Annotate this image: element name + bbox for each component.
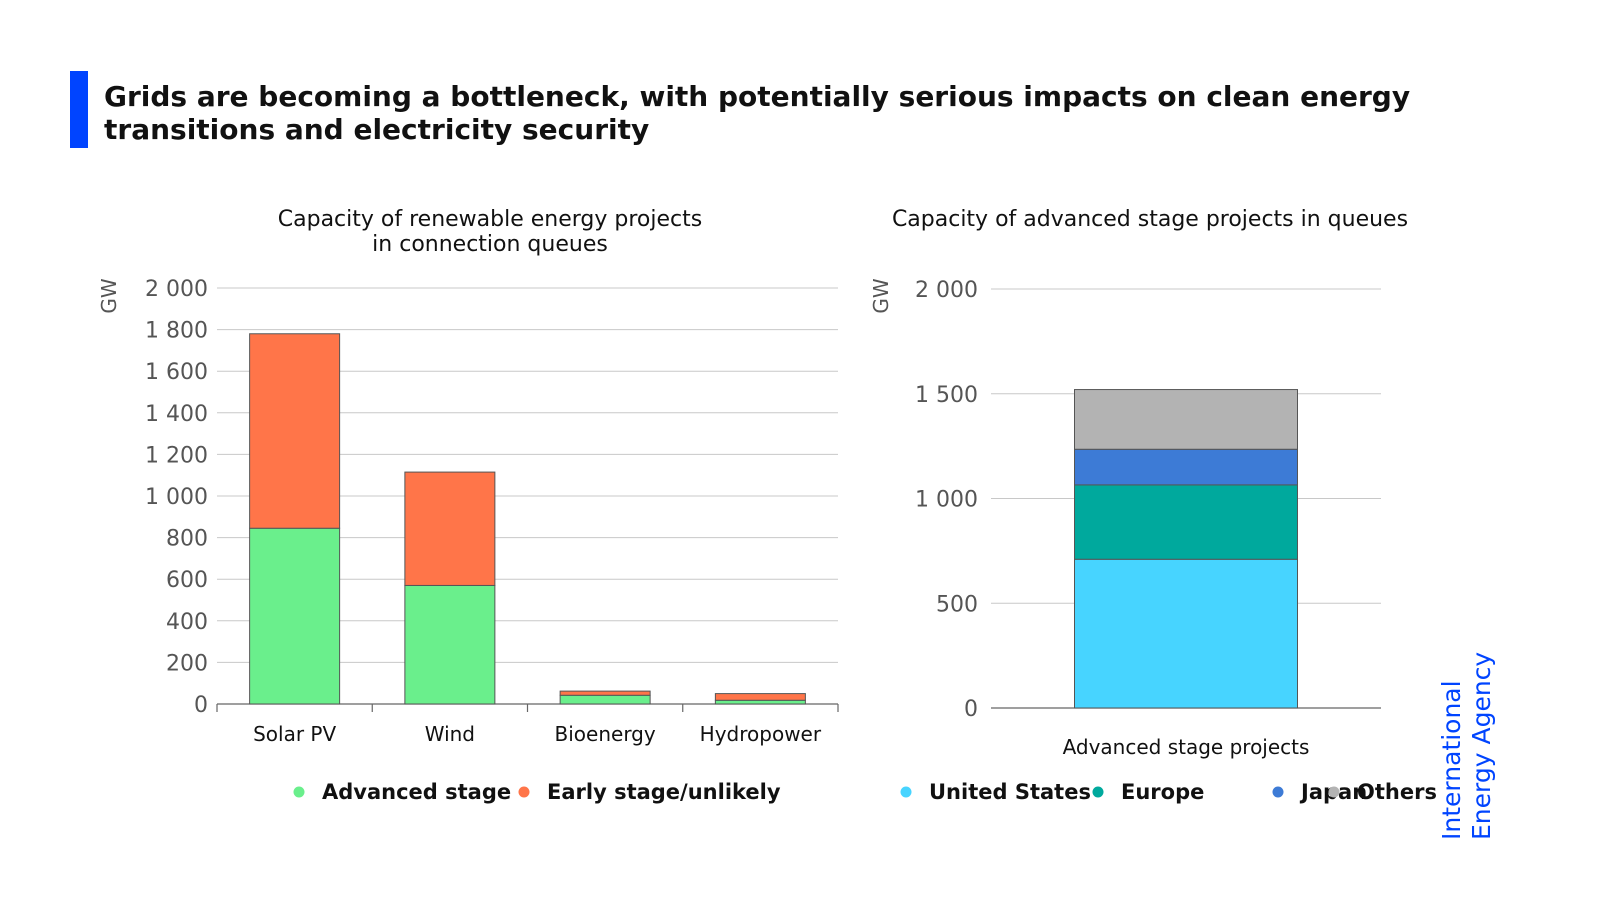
chart-2-bar-advanced-stage-projects-japan	[1074, 448, 1298, 486]
chart-1-y-tick-label: 200	[166, 651, 208, 676]
chart-1-y-tick-label: 800	[166, 527, 208, 552]
chart-1-x-category-label: Hydropower	[700, 722, 822, 746]
chart-1-legend-label: Early stage/unlikely	[547, 780, 781, 804]
chart-2-y-axis-label: GW	[869, 278, 893, 313]
chart-1-x-category-label: Wind	[425, 722, 475, 746]
chart-2-bar-advanced-stage-projects-europe	[1074, 484, 1298, 560]
chart-1-x-category-label: Bioenergy	[555, 722, 656, 746]
title-accent-bar	[70, 71, 88, 148]
chart-2-y-tick-label: 0	[964, 697, 978, 722]
chart-2-title-line-1: Capacity of advanced stage projects in q…	[892, 207, 1408, 232]
chart-2-legend-marker	[1092, 786, 1104, 798]
chart-1-bar-bioenergy-advanced-stage	[559, 694, 651, 705]
chart-1-y-tick-label: 1 600	[145, 360, 208, 385]
chart-2-bar-advanced-stage-projects-others	[1074, 389, 1298, 450]
chart-1-bar-bioenergy-early-stage-unlikely	[559, 690, 651, 696]
chart-1-y-tick-label: 400	[166, 610, 208, 635]
chart-1-x-category-label: Solar PV	[253, 722, 336, 746]
chart-2-y-tick-label: 1 500	[915, 383, 978, 408]
chart-1-title-line-2: in connection queues	[372, 232, 608, 257]
chart-1-y-tick-label: 2 000	[145, 277, 208, 302]
chart-2-legend-label: Others	[1357, 780, 1437, 804]
iea-logo: International Energy Agency	[1437, 610, 1497, 840]
logo-line-1: International	[1437, 680, 1466, 840]
chart-1-y-axis-label: GW	[97, 278, 121, 313]
chart-2-bar-advanced-stage-projects-united-states	[1074, 558, 1298, 709]
chart-1-y-tick-label: 1 200	[145, 443, 208, 468]
chart-1-y-tick-label: 600	[166, 568, 208, 593]
chart-1-legend-marker	[518, 786, 530, 798]
chart-2-legend-label: Europe	[1121, 780, 1204, 804]
chart-1-y-tick-label: 0	[194, 693, 208, 718]
chart-2-legend-marker	[900, 786, 912, 798]
chart-2-legend-marker	[1328, 786, 1340, 798]
chart-1-legend-label: Advanced stage	[322, 780, 511, 804]
chart-2-legend-marker	[1272, 786, 1284, 798]
chart-2-legend-label: United States	[929, 780, 1091, 804]
chart-2-y-tick-label: 500	[936, 592, 978, 617]
chart-2-x-category-label: Advanced stage projects	[1063, 735, 1310, 759]
chart-1-bar-wind-advanced-stage	[404, 584, 496, 705]
chart-1-bar-wind-early-stage-unlikely	[404, 471, 496, 586]
chart-1-title-line-1: Capacity of renewable energy projects	[278, 207, 702, 232]
chart-2-y-tick-label: 1 000	[915, 488, 978, 513]
chart-2-y-tick-label: 2 000	[915, 278, 978, 303]
chart-1-bar-hydropower-early-stage-unlikely	[714, 693, 806, 701]
logo-line-2: Energy Agency	[1467, 651, 1496, 840]
page-title: Grids are becoming a bottleneck, with po…	[104, 80, 1411, 146]
chart-1-bar-solar-pv-early-stage-unlikely	[249, 333, 341, 529]
chart-1-y-tick-label: 1 800	[145, 319, 208, 344]
chart-1-y-tick-label: 1 400	[145, 402, 208, 427]
chart-1-bar-solar-pv-advanced-stage	[249, 527, 341, 705]
chart-1-bar-hydropower-advanced-stage	[714, 699, 806, 705]
chart-1-legend-marker	[293, 786, 305, 798]
chart-1-y-tick-label: 1 000	[145, 485, 208, 510]
